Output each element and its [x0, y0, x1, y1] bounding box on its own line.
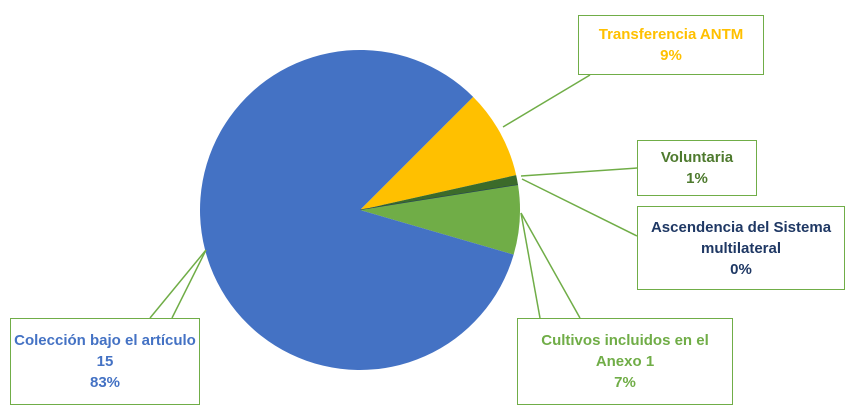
category-label: Cultivos incluidos en el Anexo 1	[541, 332, 709, 370]
data-label: Transferencia ANTM 9%	[578, 15, 764, 75]
value-label: 83%	[89, 374, 121, 391]
data-label: Colección bajo el artículo 15 83%	[10, 318, 200, 405]
leader-line	[521, 178, 638, 237]
pie-slice	[200, 49, 514, 370]
value-label: 7%	[614, 374, 636, 391]
pie-slice	[360, 96, 517, 210]
leader-line	[520, 212, 581, 319]
pie-slice	[360, 184, 520, 255]
leader-line	[149, 249, 207, 319]
leader-line	[502, 74, 591, 128]
data-label: Cultivos incluidos en el Anexo 1 7%	[517, 318, 733, 405]
value-label: 1%	[686, 170, 708, 187]
value-label: 9%	[660, 47, 682, 64]
pie-slice	[360, 175, 519, 210]
leader-line	[171, 249, 207, 319]
category-label: Voluntaria	[660, 149, 734, 166]
leader-line	[520, 212, 541, 319]
category-label: Colección bajo el artículo 15	[14, 332, 196, 370]
leader-line	[520, 167, 638, 177]
category-label: Transferencia ANTM	[598, 26, 744, 43]
category-label: Ascendencia del Sistema multilateral	[650, 218, 832, 257]
value-label: 0%	[730, 260, 752, 278]
data-label: Voluntaria 1%	[637, 140, 757, 196]
pie-slice	[359, 184, 519, 211]
data-label: Ascendencia del Sistema multilateral 0%	[637, 206, 845, 290]
